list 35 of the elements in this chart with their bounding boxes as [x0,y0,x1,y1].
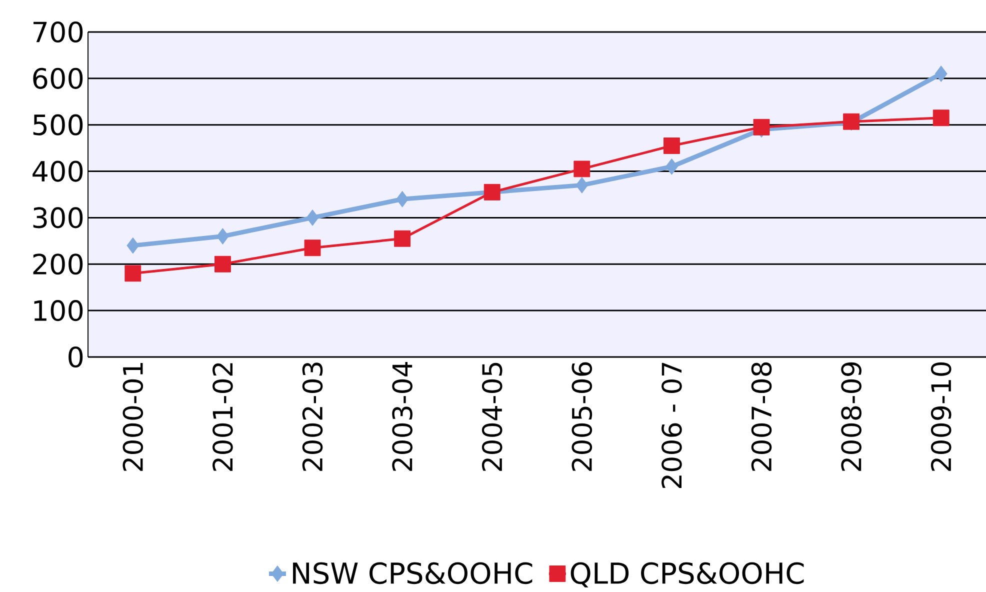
x-tick-label: 2007-08 [751,362,772,471]
x-tick-label: 2001-02 [212,363,233,471]
point [574,160,590,178]
point [665,158,678,175]
y-tick-label: 600 [33,68,83,89]
x-tick-label: 2000-01 [122,363,144,471]
legend-label: NSW CPS&OOHC [293,562,532,584]
y-tick-label: 700 [34,21,83,43]
point [932,110,950,126]
x-tick-label: 2003-04 [392,362,412,471]
point [214,256,231,272]
point [124,265,142,282]
point [396,190,409,208]
y-tick-label: 500 [33,114,83,136]
legend-label: QLD CPS&OOHC [570,562,804,588]
x-tick-label: 2009-10 [930,362,952,471]
point [304,240,321,256]
x-tick-label: 2004-05 [482,362,502,471]
point [216,228,229,244]
point [306,209,319,226]
point [576,176,588,194]
point [753,118,770,136]
point [663,138,680,154]
x-tick-label: 2006 - 07 [662,362,682,488]
point [394,230,411,247]
x-tick-label: 2008-09 [841,362,862,471]
y-tick-label: 200 [33,254,83,275]
y-tick-label: 400 [32,160,83,182]
y-tick-label: 0 [68,346,83,368]
point [126,237,140,254]
y-tick-label: 100 [34,300,83,322]
x-tick-label: 2005-06 [572,362,592,471]
y-tick-label: 300 [33,207,83,228]
x-tick-label: 2002-03 [302,362,323,471]
point [934,66,948,82]
